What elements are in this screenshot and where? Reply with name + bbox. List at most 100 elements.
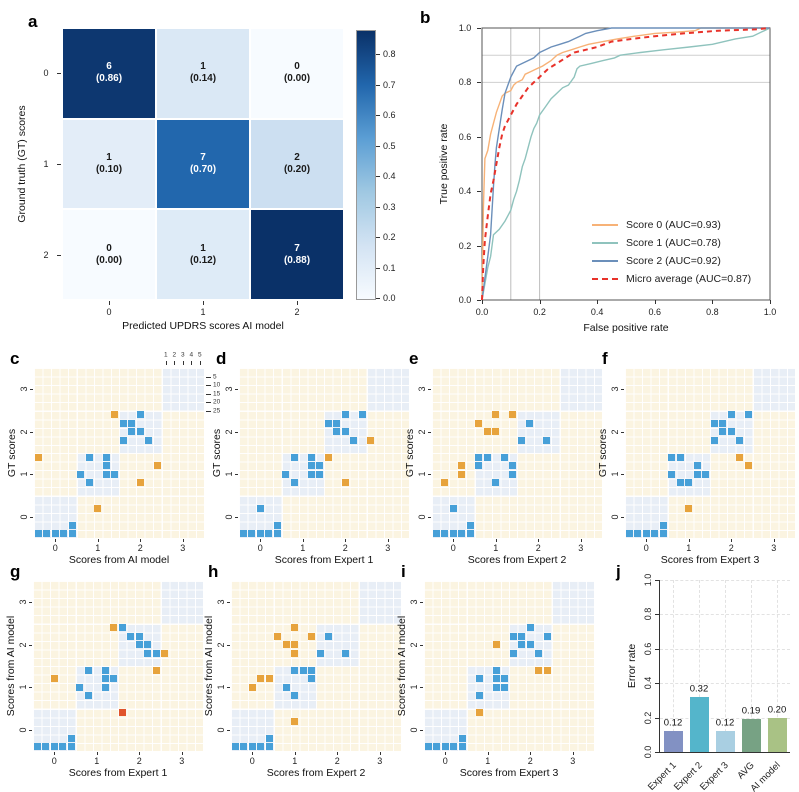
data-cell-blue xyxy=(475,675,483,683)
grid-x-tickmark xyxy=(387,539,389,542)
key-col-label: 3 xyxy=(180,351,185,359)
grid-block xyxy=(281,368,324,411)
key-col-label: 1 xyxy=(163,351,168,359)
roc-curve-micro xyxy=(481,27,771,301)
heatmap-cell: 1 (0.10) xyxy=(63,119,155,209)
confusion-matrix: 6 (0.86) 1 (0.14) 0 (0.00) 1 (0.10) 7 (0.70) 2 (0.2… xyxy=(62,28,344,300)
key-row-label: 10 xyxy=(213,381,221,389)
data-cell-blue xyxy=(634,530,642,538)
heatmap-x-tickmark xyxy=(203,301,204,305)
grid-y-tickmark xyxy=(621,389,624,391)
heatmap-cell: 7 (0.88) xyxy=(251,210,343,299)
data-cell-orange xyxy=(136,479,144,487)
grid-block xyxy=(231,581,274,624)
grid-panel-f xyxy=(625,368,795,538)
heatmap-cell-value: 0 xyxy=(294,61,300,73)
bar-y-tickmark xyxy=(655,648,659,650)
data-cell-blue xyxy=(316,649,324,657)
grid-block xyxy=(239,368,282,411)
data-cell-blue xyxy=(449,530,457,538)
grid-x-tickmark xyxy=(54,752,56,755)
panel-label-a: a xyxy=(28,12,38,31)
grid-block xyxy=(316,708,359,751)
grid-y-tick: 0 xyxy=(417,514,427,520)
grid-y-tick: 0 xyxy=(409,727,419,733)
data-cell-orange xyxy=(282,641,290,649)
roc-x-tickmark xyxy=(539,300,541,304)
grid-y-tick: 0 xyxy=(19,514,29,520)
data-cell-blue xyxy=(509,462,517,470)
grid-block-diagonal xyxy=(517,410,560,453)
data-cell-blue xyxy=(33,743,41,751)
data-cell-blue xyxy=(102,462,110,470)
data-cell-blue xyxy=(231,743,239,751)
bar-gridline-x xyxy=(699,580,700,752)
roc-legend-label: Score 2 (AUC=0.92) xyxy=(626,255,721,267)
bar-y-title: Error rate xyxy=(626,643,638,689)
colorbar-tickmark xyxy=(376,176,380,178)
data-cell-blue xyxy=(42,743,50,751)
grid-block xyxy=(466,708,509,751)
data-cell-blue xyxy=(492,675,500,683)
data-cell-blue xyxy=(501,683,509,691)
grid-x-tickmark xyxy=(294,752,296,755)
grid-y-tickmark xyxy=(29,602,32,604)
grid-y-tick: 1 xyxy=(409,684,419,690)
data-cell-blue xyxy=(144,641,152,649)
heatmap-cell-value: 1 xyxy=(106,151,112,163)
grid-block xyxy=(710,453,753,496)
grid-block xyxy=(474,368,517,411)
grid-x-tickmark xyxy=(302,539,304,542)
bar-value-label: 0.12 xyxy=(715,717,735,729)
bar-y-tickmark xyxy=(655,683,659,685)
grid-block xyxy=(358,623,401,666)
grid-x-tick: 2 xyxy=(535,543,541,553)
data-cell-blue xyxy=(659,521,667,529)
data-cell-blue xyxy=(316,470,324,478)
colorbar-tickmark xyxy=(376,84,380,86)
heatmap-cell-value: 6 xyxy=(106,61,112,73)
key-row-label: 15 xyxy=(213,390,221,397)
data-cell-blue xyxy=(299,666,307,674)
grid-y-title: Scores from AI model xyxy=(203,615,215,717)
grid-block xyxy=(509,581,552,624)
data-cell-blue xyxy=(358,411,366,419)
data-cell-blue xyxy=(152,649,160,657)
key-row-tickmark xyxy=(206,376,211,378)
heatmap-cell-value: 7 xyxy=(294,242,300,254)
data-cell-blue xyxy=(85,453,93,461)
data-cell-blue xyxy=(492,683,500,691)
data-cell-blue xyxy=(307,453,315,461)
roc-x-tickmark xyxy=(482,300,483,304)
heatmap-cell-value: 7 xyxy=(200,151,206,163)
grid-block xyxy=(366,495,409,538)
data-cell-orange xyxy=(153,462,161,470)
panel-label-e: e xyxy=(409,349,419,368)
data-cell-blue xyxy=(458,530,466,538)
grid-x-tickmark xyxy=(182,539,184,542)
data-cell-orange xyxy=(492,641,500,649)
data-cell-blue xyxy=(119,419,127,427)
grid-block xyxy=(34,368,77,411)
grid-x-tick: 3 xyxy=(570,756,576,766)
grid-block xyxy=(424,623,467,666)
grid-panel-d xyxy=(239,368,409,538)
data-cell-blue xyxy=(145,436,153,444)
grid-x-tick: 1 xyxy=(300,543,306,553)
grid-block xyxy=(239,410,282,453)
heatmap-cell-value: 1 xyxy=(200,61,206,73)
data-cell-orange xyxy=(94,504,102,512)
key-col-label: 5 xyxy=(197,351,202,359)
grid-y-tickmark xyxy=(428,389,431,391)
data-cell-blue xyxy=(517,436,525,444)
grid-x-tick: 2 xyxy=(136,756,142,766)
data-cell-blue xyxy=(135,632,143,640)
data-cell-blue xyxy=(282,683,290,691)
data-cell-blue xyxy=(144,649,152,657)
data-cell-orange xyxy=(475,709,483,717)
data-cell-blue xyxy=(307,470,315,478)
data-cell-blue xyxy=(433,743,441,751)
grid-block xyxy=(76,495,119,538)
grid-block xyxy=(559,410,602,453)
data-cell-blue xyxy=(458,734,466,742)
